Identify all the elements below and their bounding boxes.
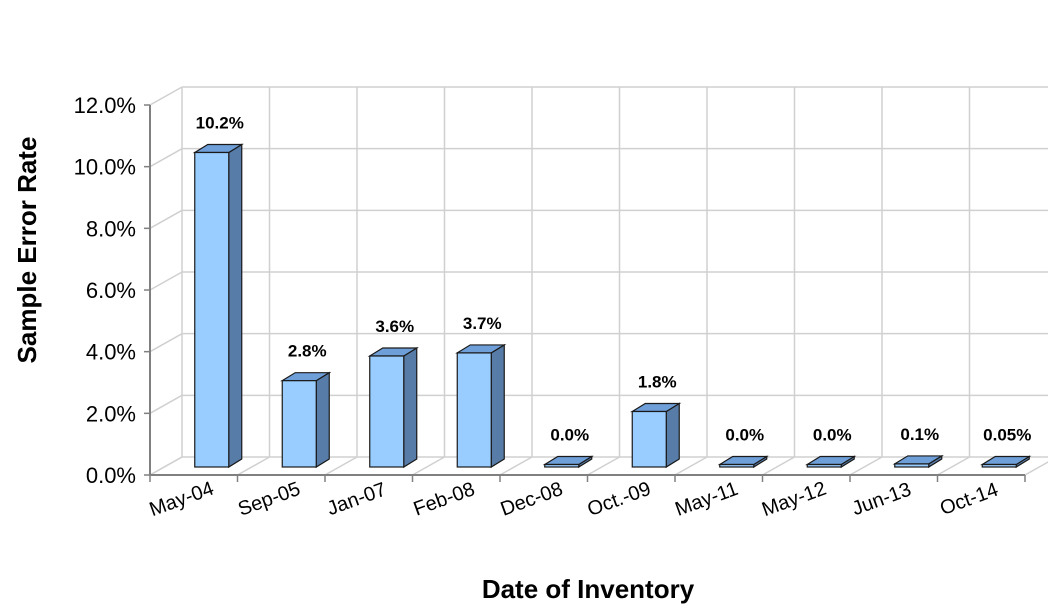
data-label: 1.8%	[638, 373, 677, 392]
bar-front-face	[544, 463, 580, 468]
bar	[717, 455, 769, 469]
x-tick-label: Dec-08	[498, 478, 566, 521]
y-tick-label: 2.0%	[86, 401, 136, 426]
bar	[367, 346, 419, 469]
gridline-sidewall	[149, 148, 183, 168]
y-tick-label: 8.0%	[86, 216, 136, 241]
gridline-sidewall	[149, 271, 183, 291]
gridline-sidewall	[149, 86, 183, 106]
bar	[455, 343, 507, 469]
bar-front-face	[456, 352, 492, 468]
x-tick-label: May-12	[759, 478, 829, 521]
bar-side-face	[315, 371, 330, 469]
data-label: 3.6%	[375, 317, 414, 336]
bar	[542, 455, 594, 469]
bar	[280, 371, 332, 469]
data-label: 0.0%	[813, 426, 852, 445]
data-label: 2.8%	[288, 342, 327, 361]
data-label: 0.1%	[900, 425, 939, 444]
x-tick-label: Sep-05	[235, 478, 303, 521]
gridline-sidewall	[149, 333, 183, 353]
bar	[805, 455, 857, 469]
bar-front-face	[719, 463, 755, 468]
bar-side-face	[490, 343, 505, 469]
y-tick-label: 6.0%	[86, 278, 136, 303]
bar	[630, 402, 682, 469]
data-label: 0.05%	[983, 426, 1031, 445]
x-tick-label: Jan-07	[324, 479, 389, 521]
gridline-floor	[1024, 461, 1048, 476]
gridline-floor	[412, 456, 445, 476]
gridline-floor	[762, 456, 795, 476]
y-tick-label: 0.0%	[86, 463, 136, 488]
gridline-floor	[149, 456, 183, 476]
bar-front-face	[281, 380, 317, 468]
x-tick-label: May-04	[147, 478, 217, 521]
x-tick-label: Oct-14	[937, 479, 1001, 520]
gridline-floor	[324, 456, 358, 476]
bar-front-face	[369, 355, 405, 468]
y-axis-title: Sample Error Rate	[12, 137, 42, 364]
x-tick-label: Jun-13	[849, 479, 914, 521]
bar-front-face	[194, 151, 230, 468]
bar-front-face	[806, 463, 842, 468]
bar-side-face	[228, 143, 243, 469]
bar-side-face	[665, 402, 680, 469]
y-tick-label: 4.0%	[86, 340, 136, 365]
chart-bars	[192, 143, 1032, 469]
gridline-floor	[849, 456, 883, 476]
gridline-floor	[237, 456, 270, 476]
data-label: 0.0%	[550, 426, 589, 445]
x-tick-label: Oct.-09	[585, 478, 654, 521]
bar	[892, 454, 944, 469]
gridline-sidewall	[149, 394, 183, 414]
gridline-sidewall	[149, 209, 183, 229]
bar	[980, 455, 1032, 469]
bar	[192, 143, 244, 469]
x-axis-title: Date of Inventory	[482, 574, 695, 604]
x-tick-label: May-11	[672, 478, 741, 521]
data-label: 3.7%	[463, 314, 502, 333]
bar-front-face	[981, 463, 1017, 468]
x-tick-label: Feb-08	[411, 478, 478, 520]
chart-labels: 10.2% 2.8% 3.6% 3.7% 0.0% 1.8% 0.0% 0.0% 0.1% 0.0…	[196, 114, 1032, 445]
bar-front-face	[631, 410, 667, 468]
gridline-floor	[587, 456, 620, 476]
gridline-floor	[499, 456, 533, 476]
bar-front-face	[894, 463, 930, 468]
data-label: 0.0%	[725, 426, 764, 445]
bar-side-face	[403, 346, 418, 469]
y-tick-label: 10.0%	[74, 155, 136, 180]
y-tick-label: 12.0%	[74, 93, 136, 118]
gridline-floor	[937, 456, 970, 476]
gridline-floor	[674, 456, 708, 476]
data-label: 10.2%	[196, 114, 244, 133]
